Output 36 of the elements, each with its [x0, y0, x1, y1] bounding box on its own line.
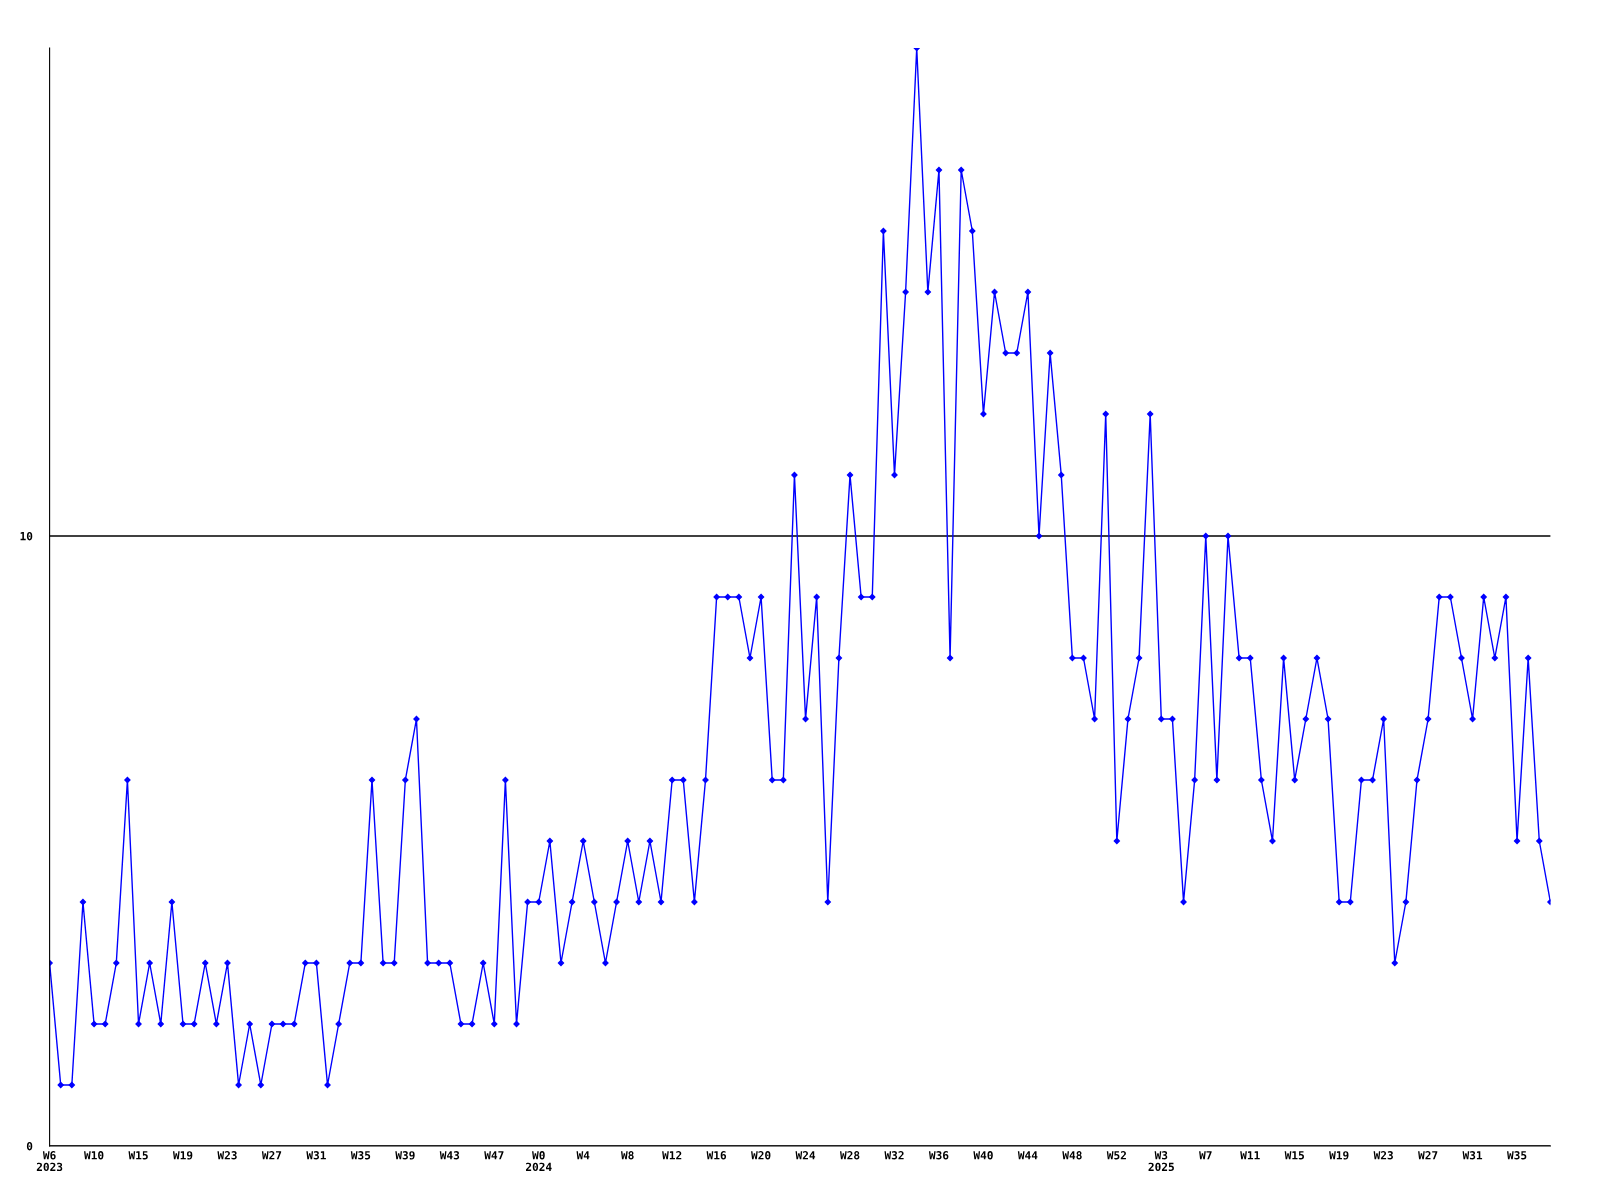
x-tick-label: W40 — [973, 1151, 993, 1160]
x-tick-label: W4 — [576, 1151, 590, 1160]
x-tick-label: W39 — [395, 1151, 415, 1160]
x-tick-label: W27 — [1418, 1151, 1438, 1160]
x-tick-label: W32 — [884, 1151, 904, 1160]
x-tick-label: W0 2024 — [525, 1151, 552, 1172]
x-tick-label: W8 — [621, 1151, 634, 1160]
x-tick-label: W11 — [1240, 1151, 1260, 1160]
x-tick-label: W23 — [1373, 1151, 1393, 1160]
x-tick-label: W28 — [839, 1151, 860, 1160]
y-tick-label: 0 — [26, 1141, 33, 1151]
x-tick-label: W19 — [1329, 1151, 1349, 1160]
x-tick-label: W35 — [350, 1151, 371, 1160]
x-tick-label: W27 — [261, 1151, 282, 1160]
x-tick-label: W23 — [217, 1151, 237, 1160]
x-tick-label: W12 — [662, 1151, 682, 1160]
x-tick-label: W31 — [306, 1151, 326, 1160]
x-tick-label: W3 2025 — [1148, 1151, 1174, 1172]
x-tick-label: W7 — [1199, 1151, 1212, 1160]
x-tick-label: W48 — [1062, 1151, 1082, 1160]
x-tick-label: W31 — [1462, 1151, 1483, 1160]
x-tick-label: W19 — [172, 1151, 193, 1160]
x-tick-label: W15 — [1284, 1151, 1304, 1160]
x-tick-label: W36 — [928, 1151, 949, 1160]
x-tick-label: W47 — [484, 1151, 504, 1160]
x-tick-label: W44 — [1017, 1151, 1038, 1160]
x-tick-label: W10 — [84, 1151, 104, 1160]
x-tick-label: W24 — [795, 1151, 816, 1160]
x-tick-label: W16 — [706, 1151, 727, 1160]
x-tick-label: W15 — [128, 1151, 148, 1160]
y-tick-label: 10 — [20, 531, 33, 541]
x-tick-label: W6 2023 — [36, 1151, 63, 1172]
x-tick-label: W52 — [1106, 1151, 1126, 1160]
x-tick-label: W35 — [1507, 1151, 1527, 1160]
x-tick-label: W20 — [751, 1151, 771, 1160]
x-tick-label: W43 — [439, 1151, 460, 1160]
